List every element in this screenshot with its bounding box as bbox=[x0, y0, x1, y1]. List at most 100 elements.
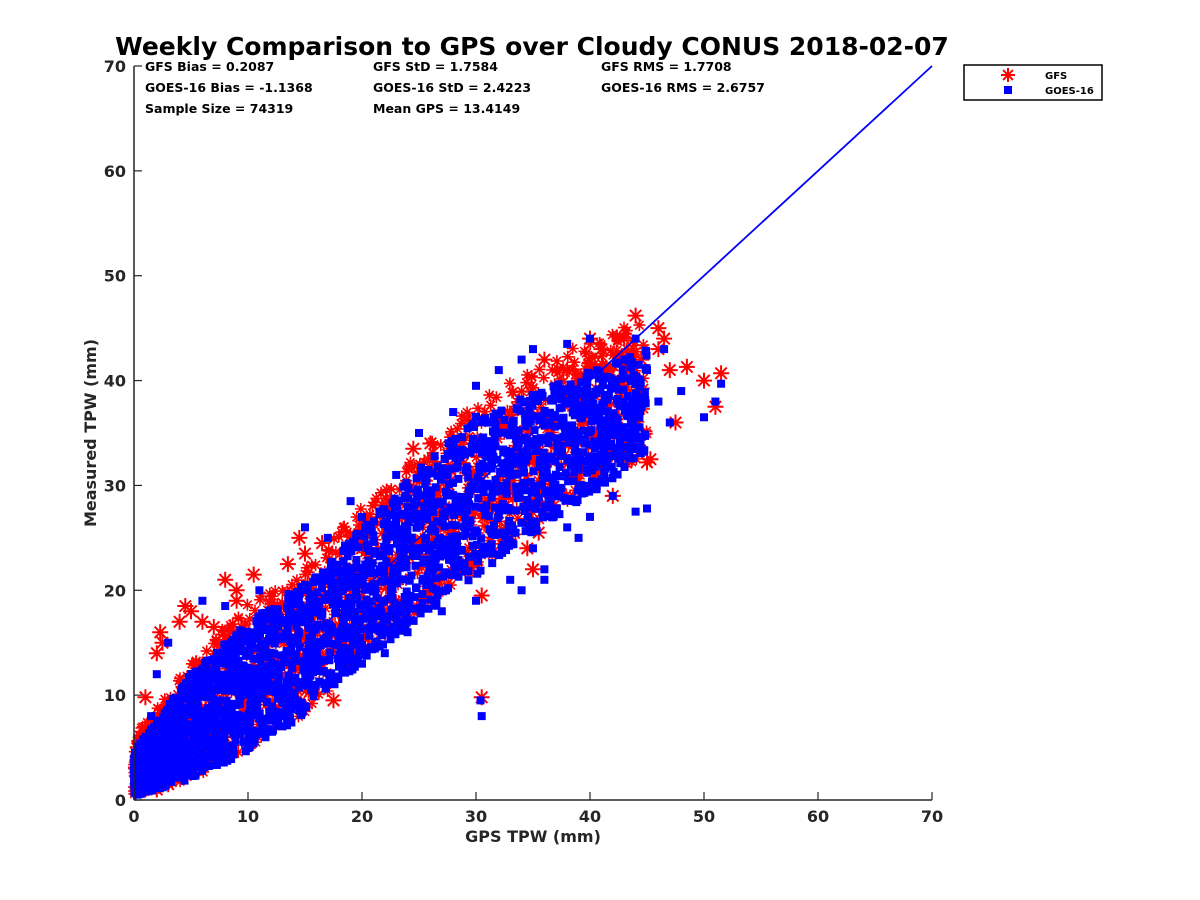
gfs-point bbox=[473, 587, 490, 604]
y-tick-label: 60 bbox=[104, 162, 126, 181]
goes-16-point bbox=[665, 418, 674, 427]
stat-text: GFS Bias = 0.2087 bbox=[145, 59, 274, 74]
gfs-point bbox=[291, 529, 308, 546]
gfs-point bbox=[519, 540, 536, 557]
stats-annotations: GFS Bias = 0.2087 GFS StD = 1.7584 GFS RMS… bbox=[145, 59, 765, 116]
y-tick-label: 70 bbox=[104, 57, 126, 76]
goes-16-point bbox=[437, 607, 446, 616]
legend-box bbox=[963, 64, 1103, 101]
goes-16-point bbox=[563, 339, 572, 348]
x-tick-label: 10 bbox=[237, 807, 259, 826]
y-tick-label: 10 bbox=[104, 686, 126, 705]
goes-16-point bbox=[449, 408, 458, 417]
goes-16-point bbox=[700, 413, 708, 422]
goes-16-point bbox=[620, 355, 629, 364]
goes-16-point bbox=[660, 345, 669, 354]
goes-16-point bbox=[476, 696, 485, 705]
goes-16-point bbox=[643, 366, 651, 375]
axes: 0 10 20 30 40 50 60 70 0 10 20 30 40 50 60 70 GPS TPW (m… bbox=[81, 57, 943, 846]
gfs-point bbox=[525, 561, 541, 578]
stat-text: GOES-16 Bias = -1.1368 bbox=[145, 80, 313, 95]
goes-16-point bbox=[221, 602, 230, 611]
goes-16-point bbox=[392, 470, 401, 479]
legend-gfs-label: GFS bbox=[1045, 71, 1067, 82]
y-tick-label: 0 bbox=[115, 791, 126, 810]
goes-16-point bbox=[677, 387, 686, 396]
goes-16-point bbox=[323, 533, 332, 542]
y-tick-label: 20 bbox=[104, 581, 126, 600]
gfs-point bbox=[678, 358, 695, 375]
stat-text: GFS RMS = 1.7708 bbox=[601, 59, 732, 74]
gfs-point bbox=[650, 320, 667, 337]
gfs-point bbox=[667, 414, 684, 431]
gfs-point bbox=[183, 603, 199, 620]
stat-text: Sample Size = 74319 bbox=[145, 101, 293, 116]
series-goes-16 bbox=[130, 334, 726, 799]
gfs-point bbox=[314, 535, 331, 552]
x-tick-label: 20 bbox=[351, 807, 373, 826]
goes-16-point bbox=[506, 575, 515, 584]
goes-16-point bbox=[472, 596, 480, 605]
goes-16-point bbox=[608, 491, 617, 500]
gfs-point bbox=[633, 351, 650, 368]
goes-16-point bbox=[529, 345, 537, 354]
goes-16-point bbox=[477, 712, 486, 721]
y-tick-label: 50 bbox=[104, 267, 126, 286]
goes-16-point bbox=[380, 649, 389, 658]
gfs-point bbox=[587, 466, 604, 483]
gfs-point bbox=[536, 351, 553, 368]
x-tick-label: 40 bbox=[579, 807, 601, 826]
goes-16-point bbox=[717, 379, 726, 388]
goes-16-point bbox=[415, 429, 423, 437]
x-tick-label: 70 bbox=[921, 807, 943, 826]
stat-text: Mean GPS = 13.4149 bbox=[373, 101, 520, 116]
goes-16-point bbox=[152, 670, 161, 679]
goes-16-point bbox=[141, 787, 150, 796]
gfs-point bbox=[707, 398, 724, 415]
goes-16-point bbox=[711, 397, 720, 406]
gfs-point bbox=[642, 451, 659, 468]
legend-gfs-marker bbox=[1001, 68, 1015, 82]
gfs-point bbox=[228, 592, 245, 609]
gfs-point bbox=[171, 613, 188, 630]
goes-16-point bbox=[540, 565, 549, 574]
goes-16-point bbox=[540, 575, 549, 584]
goes-16-point bbox=[358, 512, 366, 521]
gfs-point bbox=[325, 692, 342, 709]
reference-line bbox=[133, 65, 933, 801]
goes-16-point bbox=[517, 355, 526, 364]
gfs-point bbox=[593, 341, 610, 358]
goes-16-point bbox=[643, 504, 651, 513]
gfs-point bbox=[148, 645, 165, 662]
goes-16-point bbox=[586, 512, 594, 521]
x-tick-label: 50 bbox=[693, 807, 715, 826]
plot-marks bbox=[128, 65, 933, 801]
goes-16-point bbox=[403, 628, 412, 637]
gfs-point bbox=[616, 330, 633, 347]
gfs-point bbox=[656, 330, 673, 347]
chart-title-group: Weekly Comparison to GPS over Cloudy CON… bbox=[115, 32, 949, 61]
goes-16-point bbox=[529, 544, 537, 553]
x-tick-label: 0 bbox=[128, 807, 139, 826]
x-axis-label: GPS TPW (mm) bbox=[465, 827, 601, 846]
goes-16-point bbox=[563, 523, 572, 532]
gfs-point bbox=[154, 634, 171, 651]
goes-16-point bbox=[301, 523, 309, 532]
y-tick-label: 40 bbox=[104, 372, 126, 391]
y-axis-label: Measured TPW (mm) bbox=[81, 339, 100, 527]
goes-16-point bbox=[147, 712, 156, 721]
gfs-point bbox=[152, 624, 169, 641]
gfs-point bbox=[559, 362, 576, 379]
gfs-point bbox=[713, 365, 730, 382]
gfs-point bbox=[245, 566, 262, 583]
gfs-point bbox=[217, 571, 234, 588]
legend-goes-16-label: GOES-16 bbox=[1045, 86, 1094, 97]
goes-16-point bbox=[133, 785, 142, 794]
goes-16-point bbox=[198, 596, 207, 605]
gfs-point bbox=[297, 545, 313, 562]
gfs-point bbox=[696, 372, 712, 389]
gfs-point bbox=[627, 307, 644, 324]
gfs-point bbox=[405, 440, 422, 457]
goes-16-point bbox=[358, 659, 366, 668]
